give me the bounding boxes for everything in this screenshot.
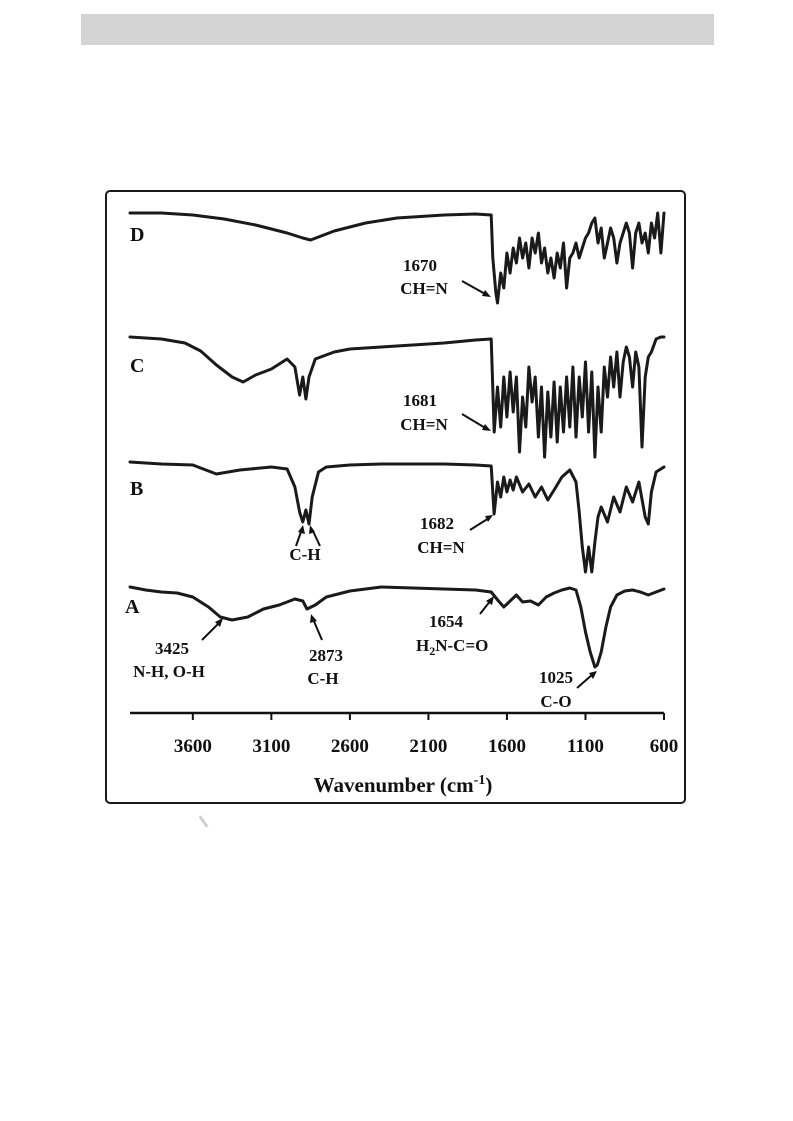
- annotation-c-arrow: [461, 413, 488, 430]
- annotation-d-arrowhead: [482, 290, 491, 297]
- annotation-b-1682-arrowhead: [485, 515, 493, 522]
- annotation-a-2873-arrowhead: [310, 614, 317, 623]
- annotation-b-1682-arrow: [469, 517, 490, 531]
- spectrum-line-c: [128, 335, 666, 459]
- annotation-b-1682-label: CH=N: [417, 538, 465, 557]
- annotation-a-3425-arrow: [201, 621, 221, 641]
- annotation-a-1025-arrow: [576, 673, 594, 689]
- annotation-a-1654-arrowhead: [486, 596, 494, 605]
- annotation-a-2873-value: 2873: [309, 646, 343, 665]
- annotation-c-arrowhead: [482, 424, 491, 431]
- series-label-c: C: [130, 355, 144, 377]
- page-header-bar: [81, 14, 714, 45]
- annotation-c-1681-value: 1681: [403, 391, 437, 410]
- annotation-a-1025-label: C-O: [540, 692, 571, 711]
- x-tick-label-600: 600: [650, 736, 679, 757]
- annotation-a-1025-value: 1025: [539, 668, 573, 687]
- annotation-a-3425-value: 3425: [155, 639, 189, 658]
- annotation-a-1654-label: H2N-C=O: [416, 636, 488, 658]
- figure-frame: [105, 190, 686, 804]
- annotation-b-1682-value: 1682: [420, 514, 454, 533]
- annotation-b-ch-arrowhead-right: [309, 525, 315, 534]
- annotation-d-1670-value: 1670: [403, 256, 437, 275]
- spectrum-line-a: [128, 585, 666, 669]
- annotation-a-3425-arrowhead: [215, 618, 223, 627]
- annotation-d-1670-label: CH=N: [400, 279, 448, 298]
- annotation-d-arrow: [461, 280, 488, 296]
- x-tick-label-1100: 1100: [567, 736, 604, 757]
- x-tick-label-2100: 2100: [409, 736, 447, 757]
- x-tick-label-3600: 3600: [174, 736, 212, 757]
- spectrum-line-b: [128, 460, 666, 574]
- series-label-a: A: [125, 596, 140, 618]
- series-label-b: B: [130, 478, 143, 500]
- series-label-d: D: [130, 224, 144, 246]
- annotation-a-1654-value: 1654: [429, 612, 464, 631]
- x-axis-label: Wavenumber (cm-1): [314, 773, 493, 797]
- annotation-c-1681-label: CH=N: [400, 415, 448, 434]
- x-tick-label-3100: 3100: [252, 736, 290, 757]
- x-tick-label-2600: 2600: [331, 736, 369, 757]
- annotation-a-2873-label: C-H: [307, 669, 338, 688]
- x-axis-tick-labels: 3600 3100 2600 2100 1600 1100 600: [174, 736, 678, 757]
- annotation-a-3425-label: N-H, O-H: [133, 662, 205, 681]
- x-axis-ticks: [191, 713, 665, 720]
- spectra-traces: [128, 211, 666, 669]
- annotation-a-2873-arrow: [312, 618, 323, 641]
- x-tick-label-1600: 1600: [488, 736, 526, 757]
- annotation-b-ch-arrowhead-left: [298, 525, 305, 534]
- annotation-b-ch-label: C-H: [289, 545, 320, 564]
- spectrum-line-d: [128, 211, 666, 305]
- annotation-a-1025-arrowhead: [589, 671, 597, 679]
